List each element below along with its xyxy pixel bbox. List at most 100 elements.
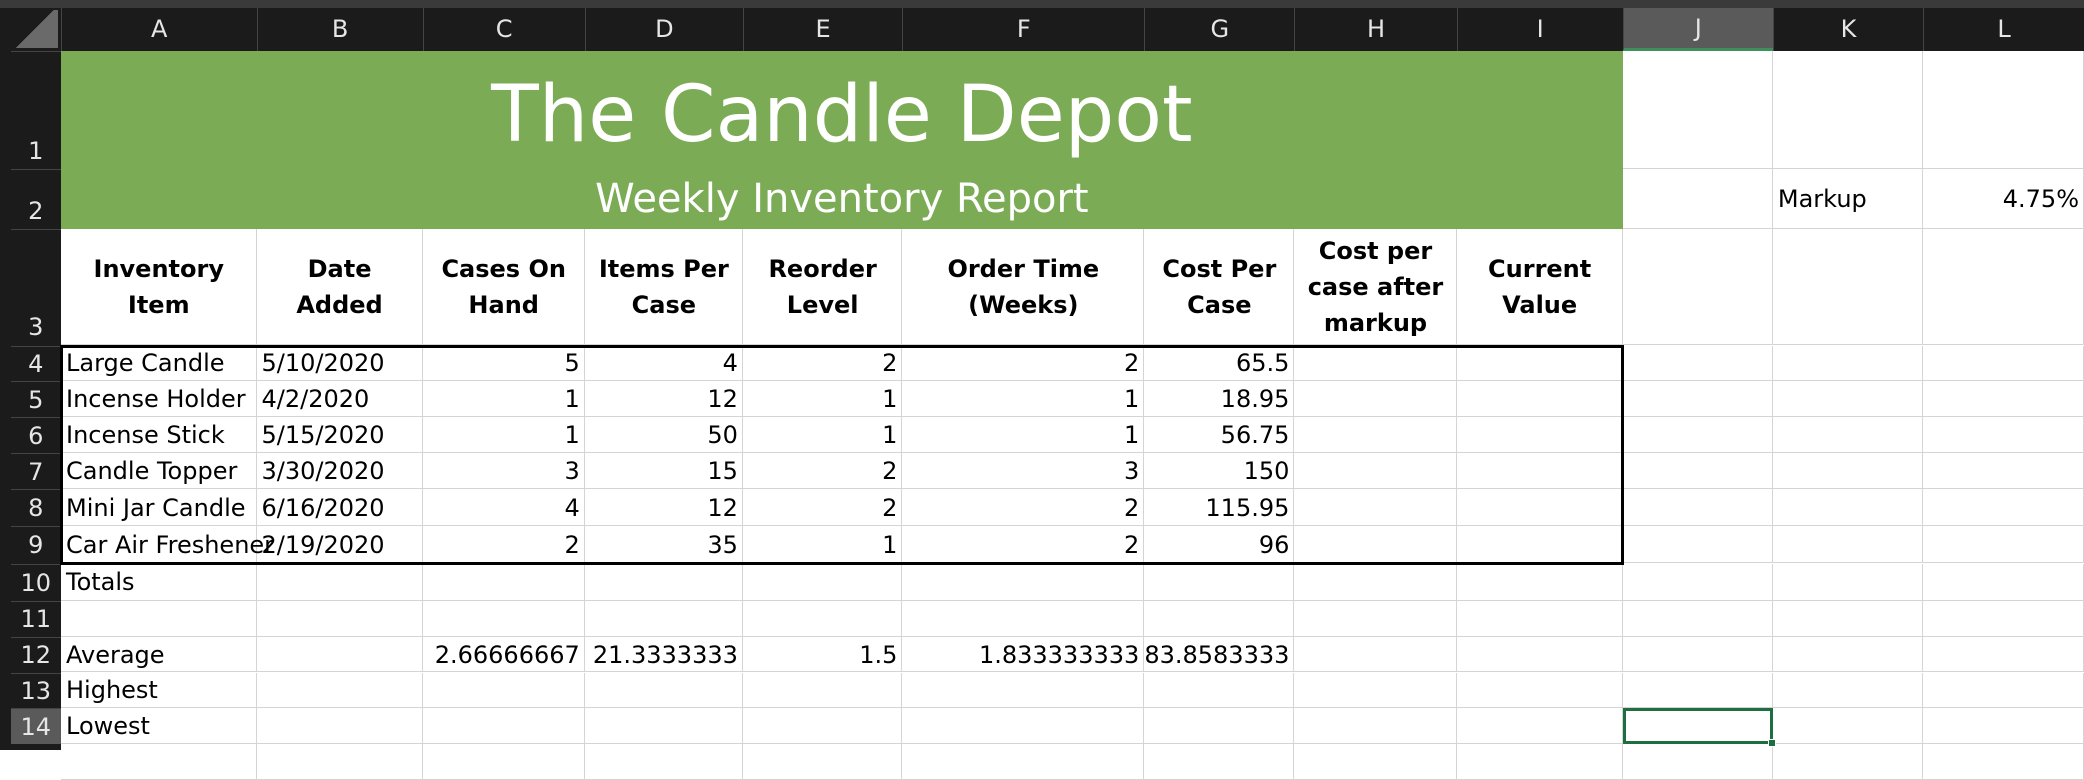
column-header[interactable]: H [1294,8,1456,51]
cell[interactable] [584,489,743,527]
cell[interactable] [902,636,1145,673]
cell[interactable] [1622,345,1773,382]
cell[interactable] [1923,563,2084,601]
cell[interactable] [742,600,903,637]
row-header[interactable]: 13 [10,672,61,709]
cell[interactable] [1923,228,2084,346]
cell[interactable] [742,672,903,709]
cell[interactable] [1294,672,1457,709]
cell[interactable] [902,708,1145,744]
cell[interactable] [742,417,903,454]
cell[interactable] [902,381,1145,418]
cell[interactable] [256,672,423,709]
cell[interactable] [256,417,423,454]
cell[interactable] [1923,672,2084,709]
cell[interactable] [1622,600,1773,637]
cell[interactable] [902,489,1145,527]
row-header[interactable]: 10 [10,563,61,601]
cell[interactable] [902,600,1145,637]
cell[interactable] [61,563,257,601]
cell[interactable] [742,453,903,489]
cell[interactable] [1923,744,2084,780]
cell[interactable] [61,417,257,454]
cell[interactable] [584,744,743,780]
column-header[interactable]: D [584,8,743,51]
cell[interactable] [422,636,585,673]
fill-handle[interactable] [1767,739,1776,747]
cell[interactable] [1144,600,1295,637]
cell[interactable] [1144,381,1295,418]
cell[interactable] [1772,672,1923,709]
cell[interactable] [1923,345,2084,382]
cell[interactable] [1294,636,1457,673]
cell[interactable] [61,345,257,382]
cell[interactable] [61,453,257,489]
cell[interactable] [1294,708,1457,744]
column-header[interactable]: J [1622,8,1773,51]
cell[interactable] [1772,708,1923,744]
cell[interactable] [902,345,1145,382]
cell[interactable] [1294,744,1457,780]
column-header[interactable]: B [256,8,423,51]
cell[interactable] [1456,600,1623,637]
cell[interactable] [1456,744,1623,780]
cell[interactable] [1456,563,1623,601]
cell[interactable] [1144,636,1295,673]
cell[interactable] [256,708,423,744]
cell[interactable] [742,636,903,673]
cell[interactable] [902,453,1145,489]
cell[interactable] [1622,50,1773,169]
cell[interactable] [1622,672,1773,709]
cell[interactable] [1772,636,1923,673]
cell[interactable] [1923,453,2084,489]
row-header[interactable]: 7 [10,453,61,489]
cell[interactable] [1923,417,2084,454]
cell[interactable] [902,417,1145,454]
cell[interactable] [584,600,743,637]
row-header[interactable]: 1 [10,50,61,169]
cell[interactable] [1622,168,1773,229]
cell[interactable] [584,381,743,418]
cell[interactable] [742,708,903,744]
cell[interactable] [1294,417,1457,454]
cell[interactable] [584,672,743,709]
cell[interactable] [1294,453,1457,489]
cell[interactable] [1923,600,2084,637]
cell[interactable] [1294,489,1457,527]
cell[interactable] [422,417,585,454]
cell[interactable] [742,744,903,780]
cell[interactable] [1144,345,1295,382]
cell[interactable] [1772,563,1923,601]
column-header[interactable]: I [1456,8,1623,51]
cell[interactable] [902,672,1145,709]
cell[interactable] [1622,744,1773,780]
selected-cell[interactable] [1622,708,1773,744]
cell[interactable] [256,381,423,418]
cell[interactable] [1622,526,1773,564]
row-header[interactable]: 2 [10,168,61,229]
cell[interactable] [1144,453,1295,489]
cell[interactable] [1456,708,1623,744]
row-header[interactable]: 14 [10,708,61,744]
row-header[interactable]: 3 [10,228,61,346]
cell[interactable] [256,563,423,601]
cell[interactable] [61,672,257,709]
cell[interactable] [61,381,257,418]
cell[interactable] [1622,489,1773,527]
column-header[interactable]: G [1144,8,1294,51]
cell[interactable] [256,453,423,489]
cell[interactable] [1772,168,1923,229]
cell[interactable] [256,345,423,382]
cell[interactable] [1144,417,1295,454]
cell[interactable] [1622,381,1773,418]
cell[interactable] [1622,636,1773,673]
cell[interactable] [422,345,585,382]
cell[interactable] [1144,744,1295,780]
column-header[interactable]: C [422,8,585,51]
cell[interactable] [742,381,903,418]
select-all[interactable] [12,10,58,48]
cell[interactable] [422,600,585,637]
row-header[interactable]: 12 [10,636,61,673]
cell[interactable] [1772,50,1923,169]
cell[interactable] [1294,563,1457,601]
